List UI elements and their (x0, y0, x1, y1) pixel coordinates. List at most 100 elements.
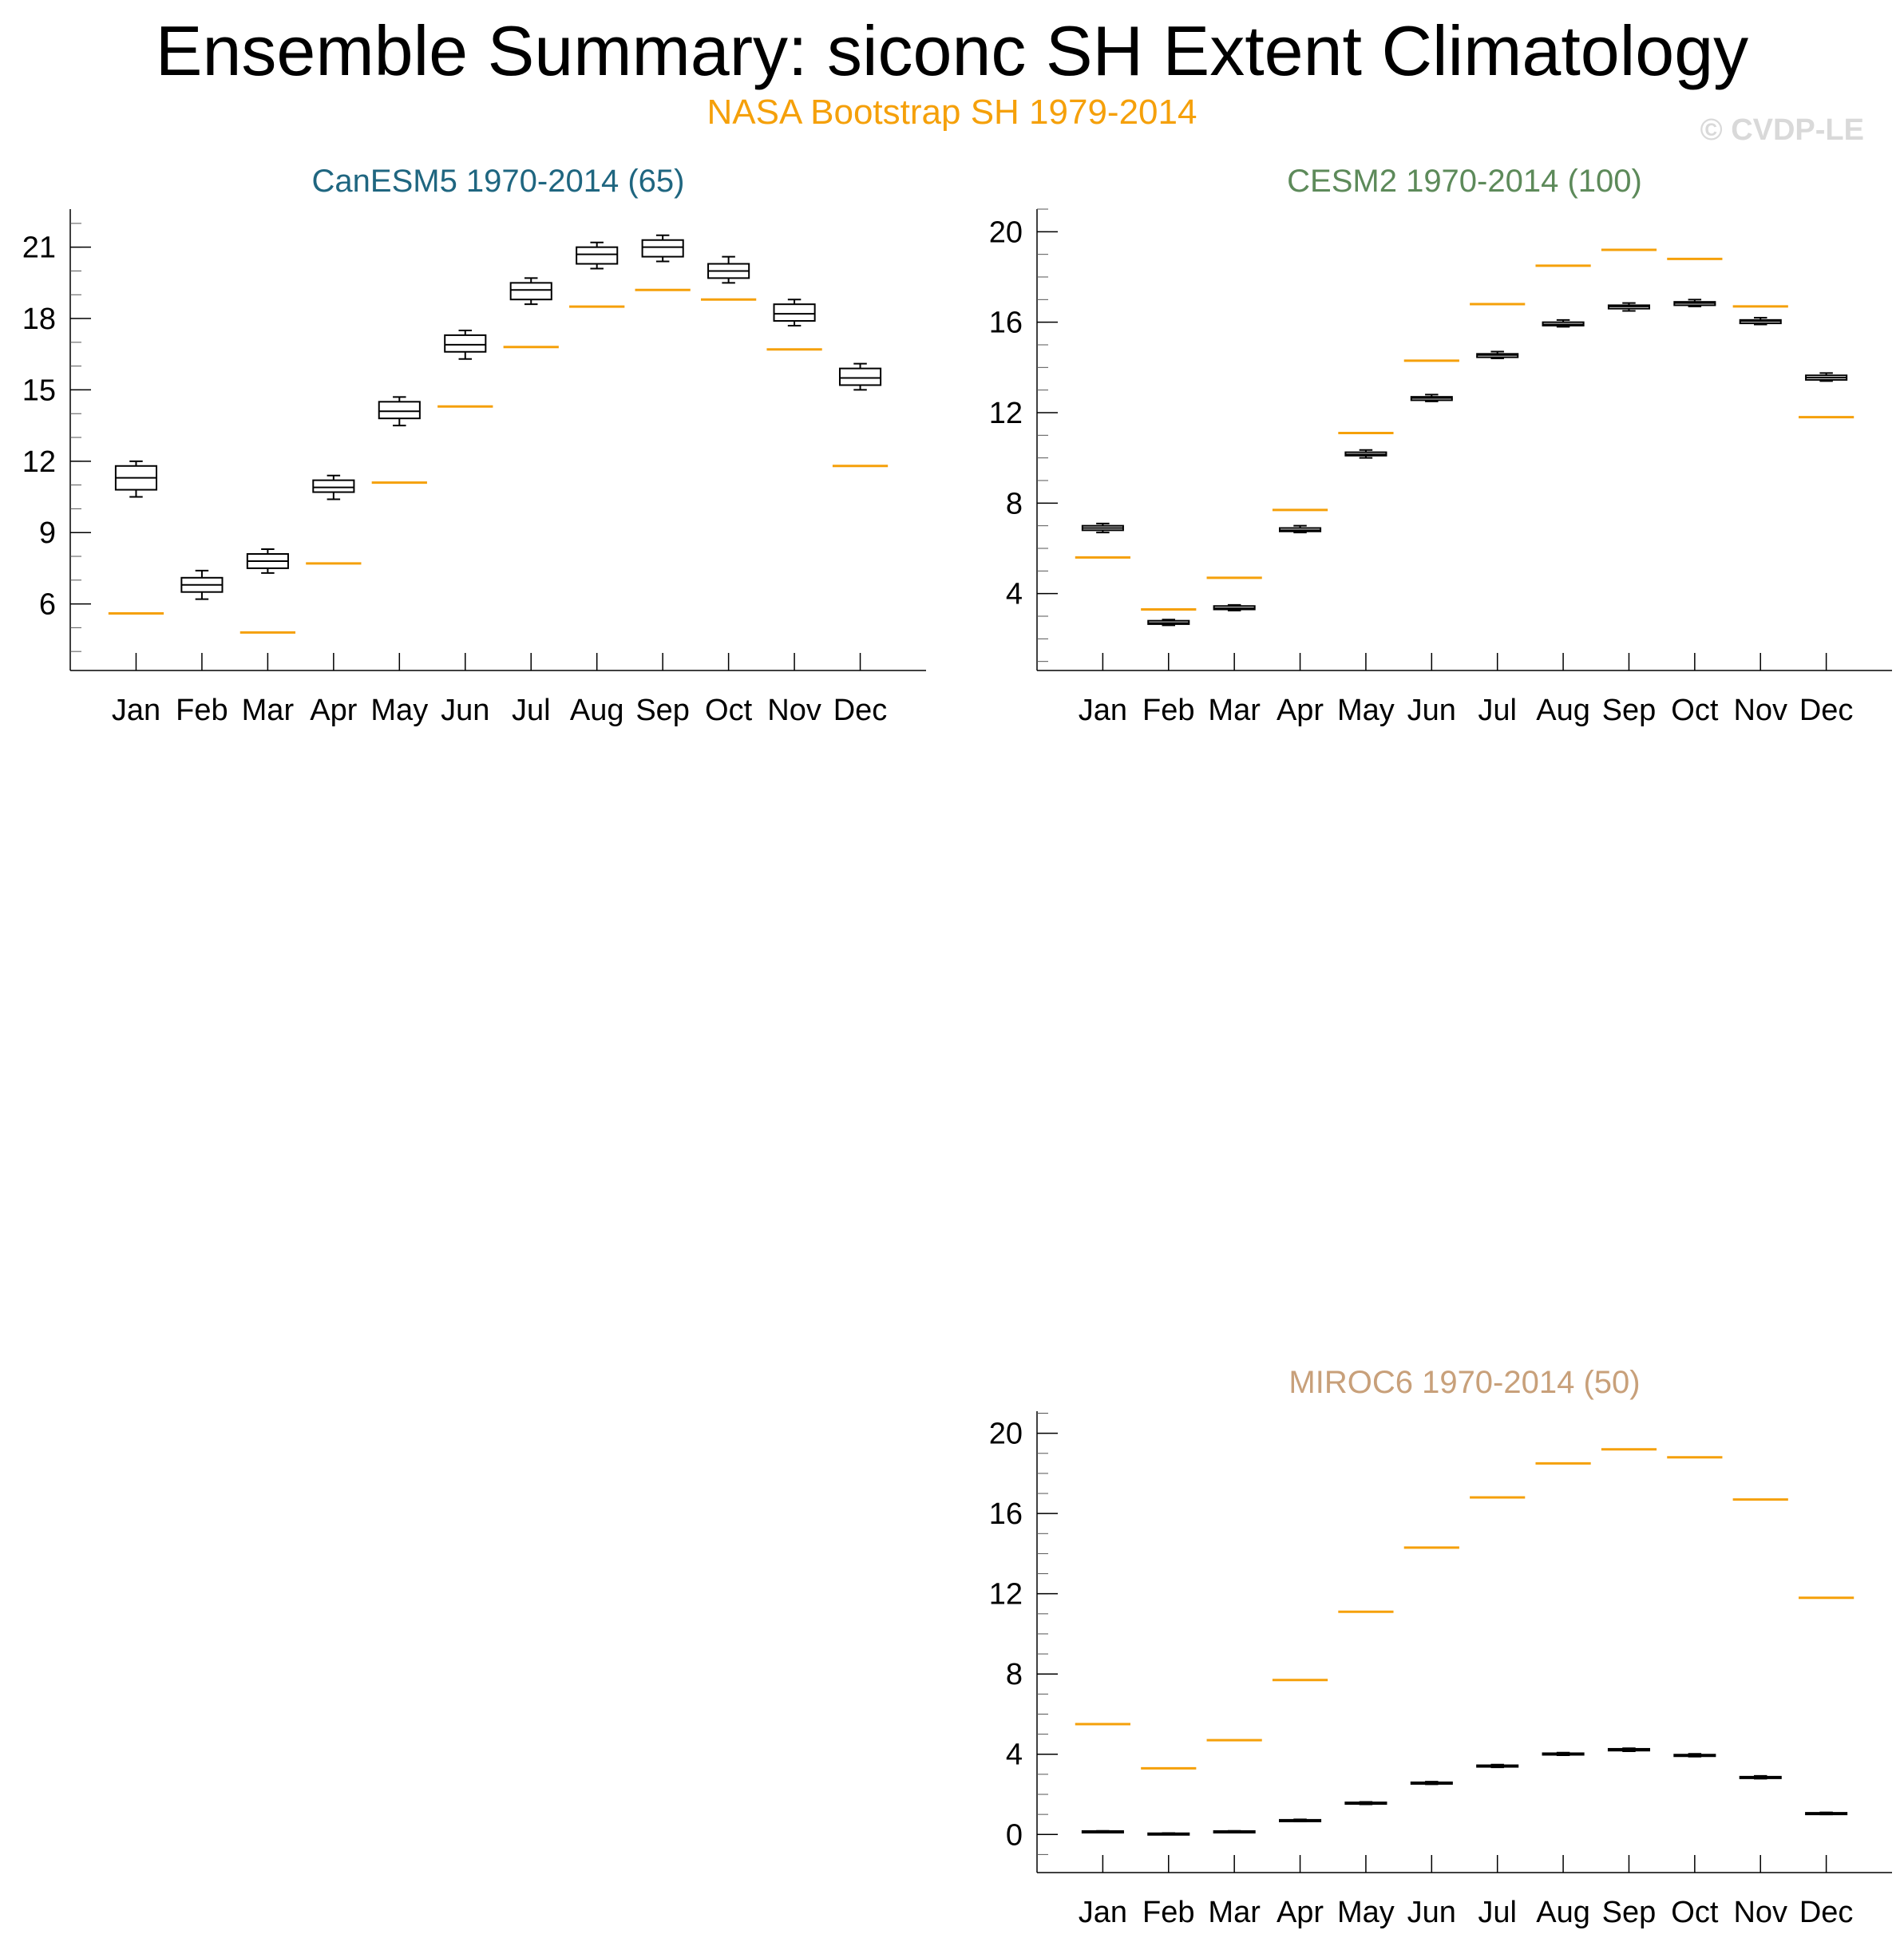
box-iqr (378, 401, 421, 420)
box-nov (1739, 1774, 1782, 1780)
x-tick-label: Oct (1671, 1896, 1719, 1929)
x-tick-label: Feb (176, 694, 228, 727)
x-tick-label: Jan (112, 694, 160, 727)
x-tick-label: Nov (1733, 1896, 1787, 1929)
x-tick-label: Dec (1799, 1896, 1854, 1929)
box-iqr (576, 246, 619, 265)
x-tick-label: Dec (1799, 694, 1854, 727)
panel-title: CESM2 1970-2014 (100) (1287, 164, 1642, 199)
box-jan (114, 460, 158, 498)
box-nov (773, 299, 816, 326)
x-tick-label: Aug (1536, 1896, 1590, 1929)
box-mar (1213, 603, 1256, 611)
x-tick-label: Jul (1478, 694, 1517, 727)
box-iqr (444, 334, 487, 353)
panel-title: CanESM5 1970-2014 (65) (312, 164, 685, 199)
x-tick-label: Nov (1733, 694, 1787, 727)
x-tick-label: Jan (1079, 694, 1127, 727)
box-may (1344, 1801, 1387, 1806)
y-tick-label: 4 (1006, 1738, 1023, 1772)
x-tick-label: Jul (1478, 1896, 1517, 1929)
box-jun (1410, 1781, 1453, 1786)
y-tick-label: 16 (989, 307, 1023, 340)
x-tick-label: Apr (310, 694, 357, 727)
x-tick-label: May (1337, 694, 1395, 727)
box-dec (1805, 372, 1848, 382)
x-tick-label: Mar (1208, 1896, 1261, 1929)
x-tick-label: Sep (1602, 1896, 1657, 1929)
y-tick-label: 20 (989, 1418, 1023, 1451)
box-jul (509, 277, 552, 306)
box-feb (1147, 1832, 1190, 1836)
x-tick-label: Dec (833, 694, 888, 727)
x-tick-label: Mar (242, 694, 295, 727)
box-sep (641, 234, 684, 263)
x-tick-label: Jun (1407, 694, 1456, 727)
chart-panel-3: MIROC6 1970-2014 (50) 0 4 8 12 16 20 Jan Feb Mar A… (989, 1365, 1892, 1929)
box-may (1344, 449, 1387, 459)
x-tick-label: May (1337, 1896, 1395, 1929)
watermark: © CVDP-LE (1700, 113, 1864, 147)
y-tick-label: 0 (1006, 1818, 1023, 1852)
y-tick-label: 18 (22, 303, 56, 336)
box-feb (180, 569, 224, 600)
x-tick-label: Jul (512, 694, 551, 727)
box-apr (1278, 524, 1322, 534)
box-sep (1607, 302, 1651, 312)
box-apr (312, 474, 355, 500)
box-jul (1476, 1763, 1519, 1769)
x-tick-label: Sep (635, 694, 690, 727)
box-oct (1673, 299, 1716, 307)
box-iqr (312, 479, 355, 493)
panel-title: MIROC6 1970-2014 (50) (1288, 1365, 1640, 1400)
box-jul (1476, 350, 1519, 359)
box-sep (1607, 1747, 1651, 1752)
box-oct (707, 255, 750, 284)
y-tick-label: 20 (989, 216, 1023, 249)
box-dec (1805, 1811, 1848, 1816)
box-mar (246, 548, 289, 574)
box-iqr (773, 303, 816, 322)
x-tick-label: Jun (1407, 1896, 1456, 1929)
x-tick-label: Aug (570, 694, 624, 727)
box-aug (1542, 318, 1585, 328)
chart-panel-2: CESM2 1970-2014 (100) 4 8 12 16 20 Jan Feb Mar Ap… (989, 164, 1892, 727)
y-tick-label: 8 (1006, 1658, 1023, 1691)
box-jan (1081, 1829, 1124, 1833)
box-mar (1213, 1829, 1256, 1833)
x-tick-label: Mar (1208, 694, 1261, 727)
y-tick-label: 12 (22, 445, 56, 479)
box-aug (576, 241, 619, 270)
x-tick-label: May (370, 694, 428, 727)
box-feb (1147, 619, 1190, 627)
x-tick-label: Feb (1142, 1896, 1194, 1929)
x-tick-label: Apr (1277, 694, 1324, 727)
y-tick-label: 9 (39, 516, 56, 550)
chart-panel-1: CanESM5 1970-2014 (65) 6 9 12 15 18 21 Jan Feb Ma… (22, 164, 926, 727)
x-tick-label: Feb (1142, 694, 1194, 727)
figure-title: Ensemble Summary: siconc SH Extent Clima… (155, 11, 1749, 90)
box-iqr (838, 367, 882, 386)
box-jun (444, 329, 487, 360)
box-jun (1410, 394, 1453, 402)
box-may (378, 396, 421, 427)
x-tick-label: Sep (1602, 694, 1657, 727)
box-apr (1278, 1818, 1322, 1822)
x-tick-label: Aug (1536, 694, 1590, 727)
y-tick-label: 12 (989, 397, 1023, 430)
y-tick-label: 6 (39, 588, 56, 622)
box-jan (1081, 522, 1124, 534)
box-iqr (509, 282, 552, 301)
x-tick-label: Oct (705, 694, 753, 727)
box-nov (1739, 317, 1782, 326)
y-tick-label: 8 (1006, 487, 1023, 520)
y-tick-label: 12 (989, 1578, 1023, 1612)
observation-label: NASA Bootstrap SH 1979-2014 (707, 93, 1197, 132)
x-tick-label: Oct (1671, 694, 1719, 727)
box-oct (1673, 1753, 1716, 1758)
y-tick-label: 15 (22, 374, 56, 407)
box-dec (838, 362, 882, 391)
y-tick-label: 16 (989, 1497, 1023, 1531)
x-tick-label: Apr (1277, 1896, 1324, 1929)
